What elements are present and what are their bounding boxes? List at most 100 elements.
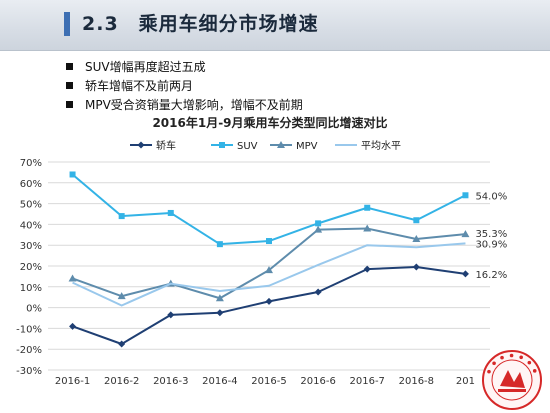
seal-glyph-dot [532, 369, 537, 373]
data-point-diamond [314, 288, 322, 296]
y-tick-label: 30% [20, 241, 42, 252]
data-point-diamond [265, 297, 273, 305]
data-point-square [364, 204, 371, 211]
legend-item: SUV [211, 141, 258, 152]
series-4 [72, 242, 466, 307]
bullet-square-icon [66, 63, 73, 70]
x-tick-label: 2016-8 [399, 376, 434, 387]
series-1 [69, 263, 469, 348]
data-point-diamond [461, 270, 469, 278]
y-tick-label: 10% [20, 283, 42, 294]
data-point-triangle [461, 230, 470, 238]
data-point-diamond [69, 322, 77, 330]
seal-inner-ring [491, 359, 533, 401]
legend-label: SUV [237, 141, 258, 152]
data-point-square [216, 241, 223, 248]
legend-label: 平均水平 [361, 140, 401, 152]
x-tick-label: 2016-1 [55, 376, 90, 387]
data-label: 54.0% [475, 191, 507, 202]
data-point-triangle [215, 294, 224, 302]
seal-glyph-dot [519, 355, 523, 360]
seal-emblem-icon [500, 370, 525, 388]
seal-glyph-dot [487, 369, 491, 374]
legend-item: 轿车 [130, 139, 176, 152]
y-axis: -30% -20% -10% 0% 10% 20% 30% 40% 50% 60% 70% [16, 158, 42, 377]
data-point-square [462, 192, 469, 199]
data-point-triangle [117, 292, 126, 300]
data-point-square [266, 238, 272, 245]
data-point-diamond [118, 340, 126, 348]
data-point-triangle [68, 274, 77, 282]
list-item: 轿车增幅不及前两月 [66, 77, 303, 94]
data-point-triangle [412, 234, 421, 242]
legend-item: 平均水平 [335, 140, 401, 152]
data-point-triangle [314, 225, 323, 233]
list-item: SUV增幅再度超过五成 [66, 58, 303, 75]
y-tick-label: 0% [26, 304, 42, 315]
bullet-square-icon [66, 82, 73, 89]
bullet-text: MPV受合资销量大增影响，增幅不及前期 [85, 98, 303, 112]
legend-item: MPV [270, 141, 318, 152]
series-3 [68, 224, 470, 302]
y-tick-label: -10% [16, 324, 42, 335]
data-point-square [167, 209, 174, 216]
bullet-text: 轿车增幅不及前两月 [85, 79, 194, 93]
legend-label: MPV [296, 141, 318, 152]
data-label: 30.9% [475, 239, 507, 250]
header-accent-bar [64, 12, 70, 36]
series-line [72, 266, 466, 345]
data-point-triangle [265, 266, 273, 274]
chart-gridlines [48, 161, 490, 371]
data-point-diamond [167, 311, 175, 319]
y-tick-label: 40% [20, 220, 42, 231]
x-tick-label: 2016-7 [350, 376, 385, 387]
seal-glyph-dot [492, 361, 496, 366]
bullet-square-icon [66, 101, 73, 108]
series-line [71, 173, 466, 246]
data-label: 35.3% [475, 229, 507, 240]
end-labels: 16.2% 54.0% 35.3%30.9% [475, 191, 507, 281]
x-tick-label: 2016-3 [153, 376, 188, 387]
x-axis: 2016-1 2016-2 2016-3 2016-4 2016-5 2016-6 2016… [55, 376, 475, 387]
x-tick-label: 201 [456, 376, 475, 387]
data-point-triangle [363, 224, 372, 232]
legend-label: 轿车 [156, 139, 176, 152]
chart-legend: 轿车 SUV MPV 平均水平 [130, 139, 401, 152]
y-tick-label: 50% [20, 200, 42, 211]
line-chart: 2016年1月-9月乘用车分类型同比增速对比 轿车 SUV MPV 平均水平 -30%… [16, 115, 542, 410]
data-point-square [219, 142, 225, 148]
y-tick-label: 70% [20, 158, 42, 169]
series-line [72, 242, 466, 307]
x-tick-label: 2016-4 [202, 376, 237, 387]
x-tick-label: 2016-6 [300, 376, 335, 387]
data-point-square [315, 220, 322, 227]
series-2 [69, 171, 469, 248]
data-point-diamond [216, 309, 224, 317]
seal-glyph-dot [500, 355, 504, 360]
data-point-square [118, 213, 125, 220]
seal-glyph-dot [509, 353, 514, 358]
slide-header: 2.3 乘用车细分市场增速 [0, 0, 550, 51]
data-label: 16.2% [475, 270, 507, 281]
data-point-square [69, 171, 76, 178]
data-point-diamond [137, 141, 145, 149]
page-title: 2.3 乘用车细分市场增速 [82, 13, 319, 35]
y-tick-label: -20% [16, 345, 42, 356]
seal-glyph-dot [527, 360, 532, 365]
y-tick-label: 20% [20, 262, 42, 273]
data-point-triangle [277, 141, 285, 148]
data-point-diamond [412, 263, 420, 271]
data-point-diamond [363, 265, 371, 273]
data-point-square [413, 217, 420, 224]
y-tick-label: -30% [16, 366, 42, 377]
chart-series-group [68, 171, 470, 348]
chart-title: 2016年1月-9月乘用车分类型同比增速对比 [152, 115, 387, 130]
x-tick-label: 2016-5 [251, 376, 286, 387]
bullet-text: SUV增幅再度超过五成 [85, 60, 206, 74]
y-tick-label: 60% [20, 179, 42, 190]
seal-emblem-base [498, 389, 526, 392]
bullet-list: SUV增幅再度超过五成 轿车增幅不及前两月 MPV受合资销量大增影响，增幅不及前… [66, 58, 303, 115]
seal-logo [482, 350, 542, 410]
list-item: MPV受合资销量大增影响，增幅不及前期 [66, 96, 303, 113]
x-tick-label: 2016-2 [104, 376, 139, 387]
